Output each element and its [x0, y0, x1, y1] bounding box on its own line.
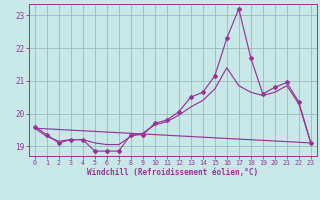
X-axis label: Windchill (Refroidissement éolien,°C): Windchill (Refroidissement éolien,°C) — [87, 168, 258, 177]
